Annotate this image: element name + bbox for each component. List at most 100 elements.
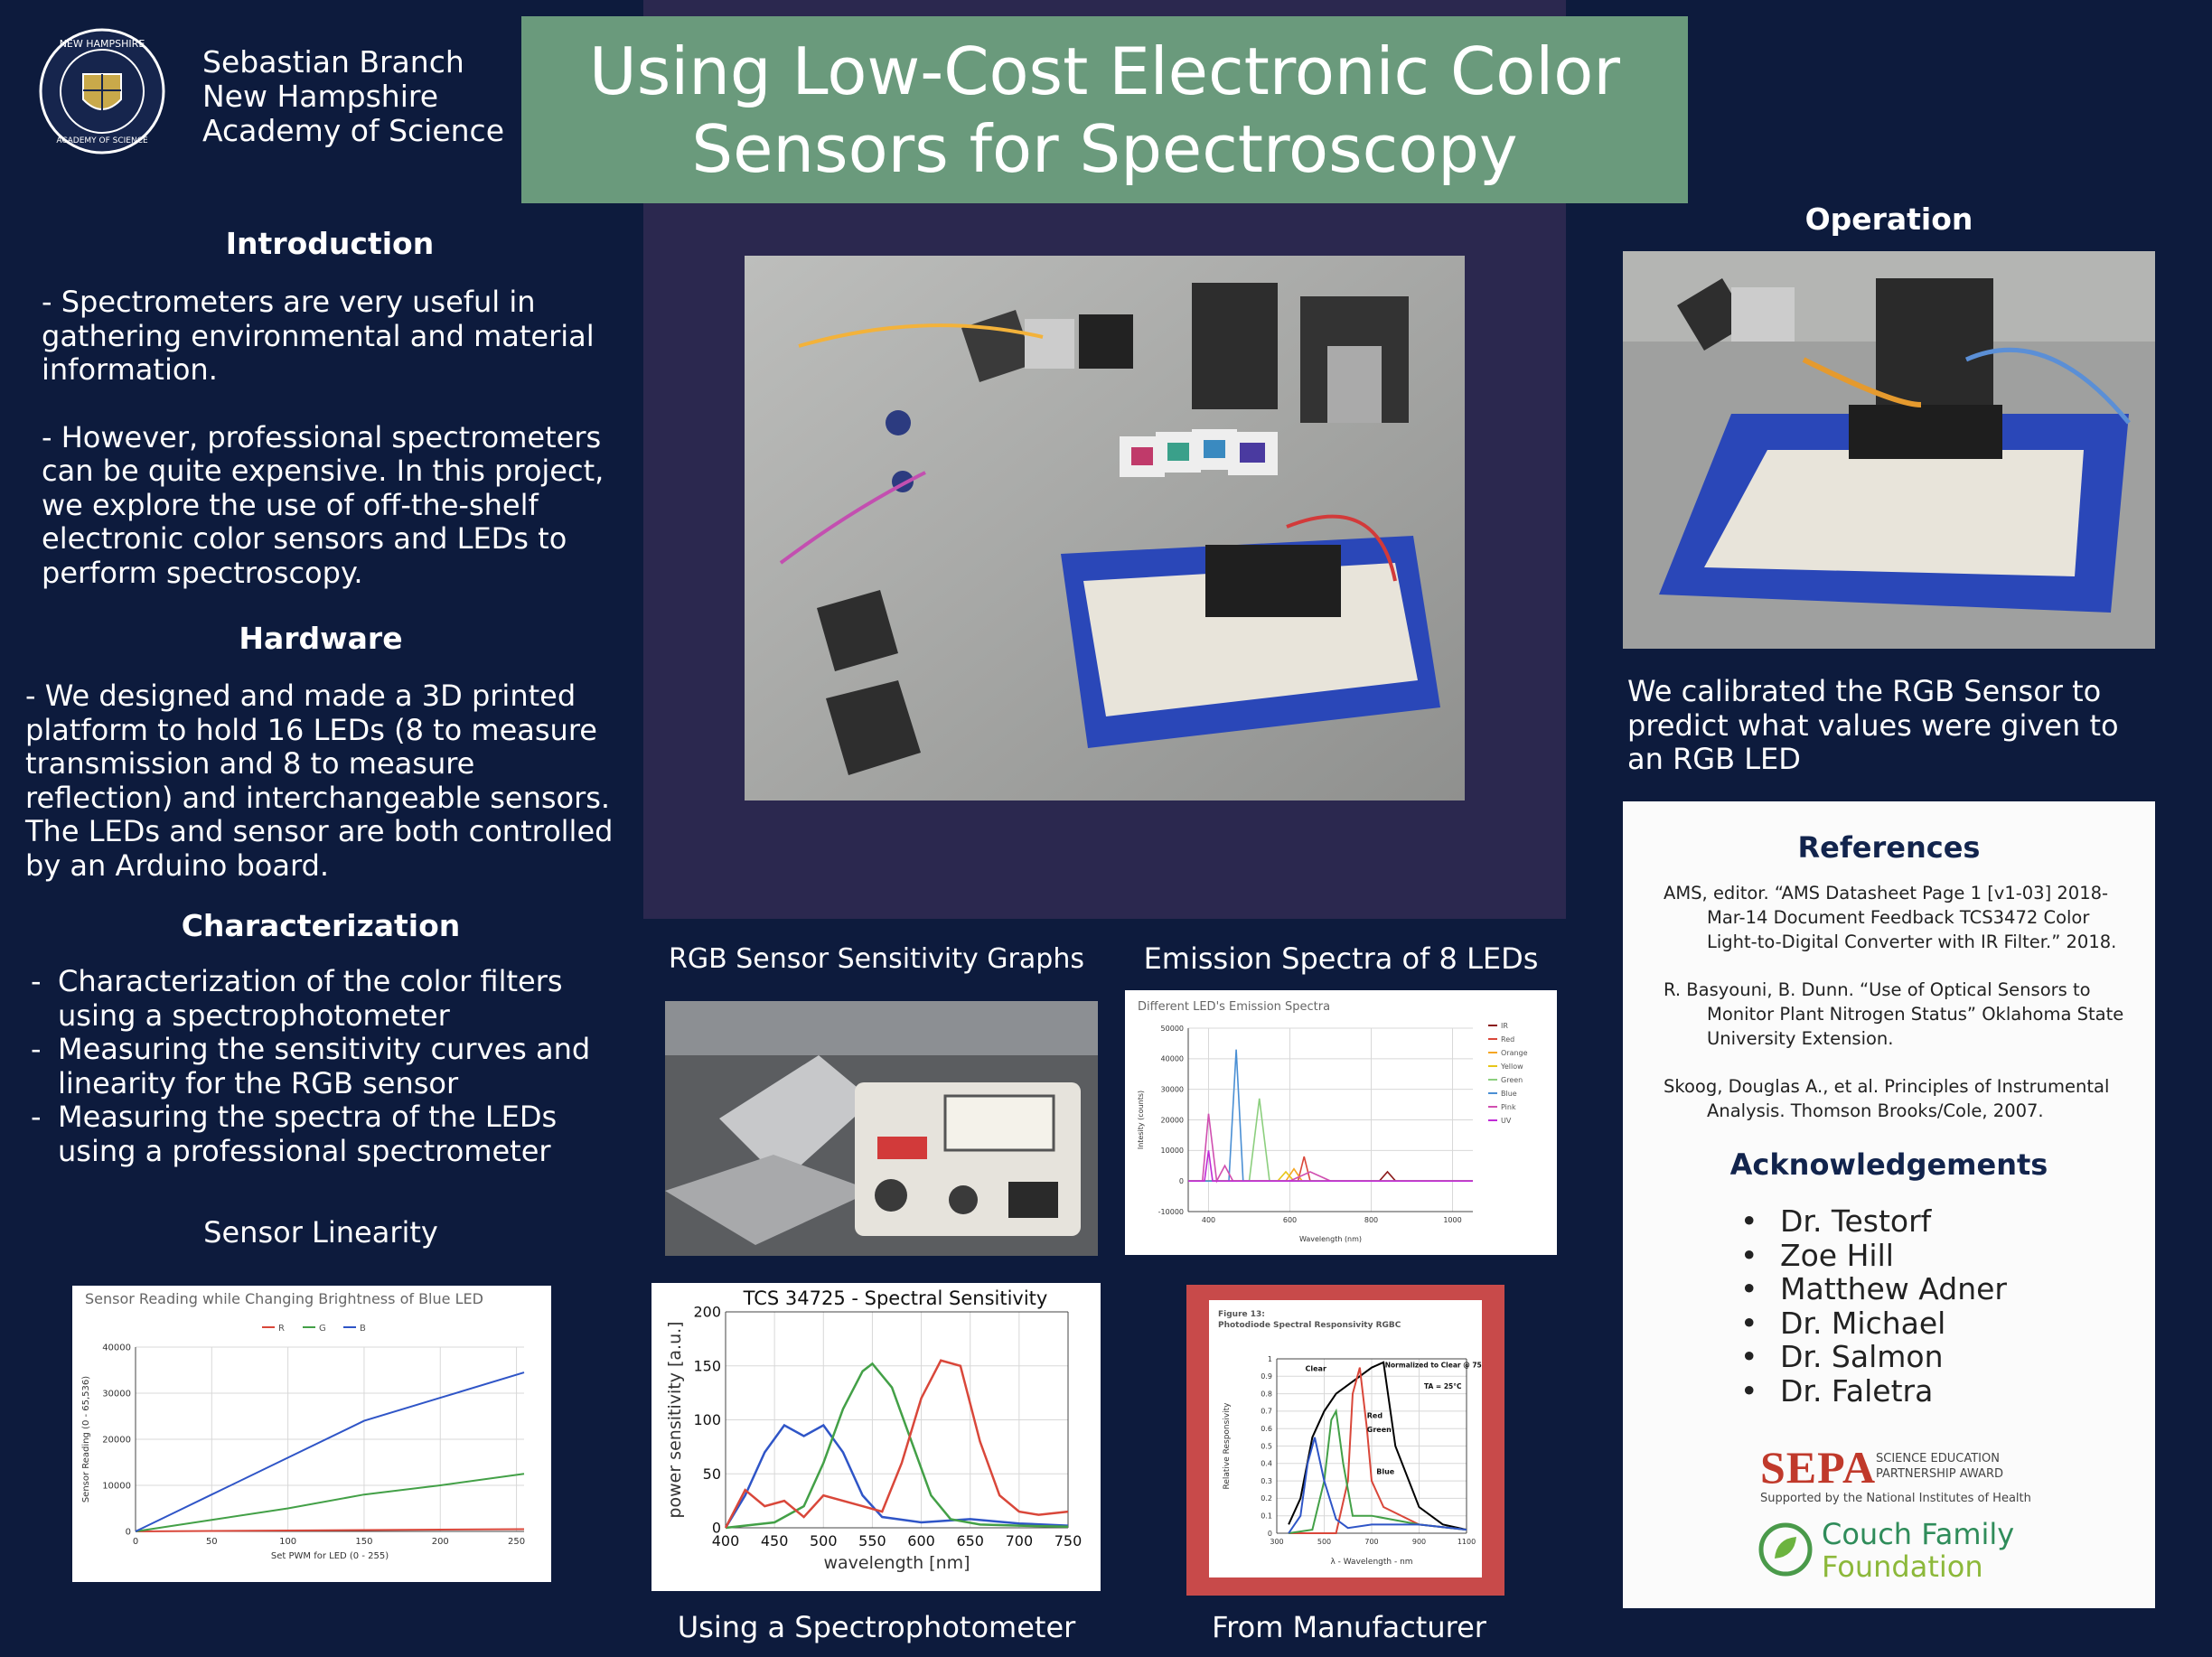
annotation-clear: Clear — [1306, 1365, 1326, 1373]
legend-label: Red — [1501, 1035, 1514, 1044]
introduction-text: - Spectrometers are very useful in gathe… — [42, 285, 620, 590]
x-axis-label: wavelength [nm] — [823, 1553, 970, 1573]
leaf-icon — [1758, 1522, 1813, 1577]
x-tick-label: 800 — [1364, 1216, 1378, 1224]
acknowledgement-item: Dr. Faletra — [1728, 1373, 2125, 1409]
chart-title: TCS 34725 - Spectral Sensitivity — [743, 1287, 1048, 1309]
author-affiliation-line2: Academy of Science — [202, 113, 504, 148]
y-tick-label: 10000 — [102, 1482, 131, 1492]
series-line-pink — [1188, 1113, 1473, 1184]
series-line-b — [135, 1371, 525, 1532]
y-axis-label: Intesity (counts) — [1137, 1091, 1145, 1149]
series-line-clear — [1288, 1361, 1467, 1531]
y-tick-label: 0.2 — [1261, 1494, 1272, 1503]
rgb-graphs-caption: RGB Sensor Sensitivity Graphs — [669, 943, 1084, 975]
spectrophotometer-caption: Using a Spectrophotometer — [677, 1610, 1076, 1644]
x-tick-label: 1000 — [1443, 1216, 1461, 1224]
x-tick-label: 200 — [432, 1537, 449, 1547]
series-line-r — [135, 1528, 525, 1532]
x-axis-label: λ - Wavelength - nm — [1330, 1558, 1412, 1567]
sepa-wordmark: SEPA — [1760, 1442, 1877, 1493]
y-tick-label: 100 — [693, 1411, 721, 1428]
reference-item: R. Basyouni, B. Dunn. “Use of Optical Se… — [1664, 979, 2124, 1049]
author-affiliation-line1: New Hampshire — [202, 79, 439, 114]
series-line-red — [1289, 1367, 1467, 1534]
legend-label: UV — [1501, 1117, 1512, 1125]
tcs-sensitivity-chart: 0 50 100 150 200 400 450 500 550 600 650 700 750 TCS … — [651, 1283, 1101, 1591]
y-tick-label: 40000 — [1161, 1055, 1184, 1063]
legend-label: Orange — [1501, 1049, 1528, 1057]
x-tick-label: 500 — [1317, 1538, 1331, 1546]
y-tick-label: 0 — [712, 1520, 721, 1537]
series-line-curve — [724, 1359, 1069, 1529]
chart-title: Sensor Reading while Changing Brightness… — [85, 1290, 483, 1307]
chart-title: Photodiode Spectral Responsivity RGBC — [1218, 1321, 1401, 1330]
y-tick-label: 0.8 — [1261, 1390, 1272, 1398]
chart-title: Different LED's Emission Spectra — [1138, 1000, 1330, 1014]
introduction-heading: Introduction — [225, 226, 435, 261]
author-block: Sebastian Branch New Hampshire Academy o… — [202, 45, 504, 148]
title-banner: Using Low-Cost Electronic Color Sensors … — [521, 16, 1688, 203]
x-tick-label: 400 — [712, 1532, 740, 1549]
annotation-red: Red — [1367, 1412, 1383, 1420]
title-line-1: Using Low-Cost Electronic Color — [589, 33, 1620, 109]
legend-label: Blue — [1501, 1090, 1517, 1098]
x-tick-label: 250 — [508, 1537, 525, 1547]
hardware-heading: Hardware — [239, 621, 403, 656]
y-tick-label: 0 — [1268, 1530, 1272, 1538]
x-tick-label: 700 — [1364, 1538, 1378, 1546]
legend-label: Green — [1501, 1076, 1523, 1084]
y-tick-label: 50 — [703, 1465, 721, 1483]
figure-label: Figure 13: — [1218, 1310, 1265, 1319]
legend-label: R — [278, 1324, 285, 1334]
svg-text:ACADEMY OF SCIENCE: ACADEMY OF SCIENCE — [56, 136, 148, 145]
sensor-linearity-chart: 0 10000 20000 30000 40000 0 50 100 150 200 250 Sens… — [72, 1286, 551, 1582]
annotation-normalized: Normalized to Clear @ 755 nm — [1385, 1362, 1482, 1370]
x-tick-label: 650 — [956, 1532, 984, 1549]
sepa-logo: SEPA SCIENCE EDUCATION PARTNERSHIP AWARD… — [1760, 1442, 2031, 1506]
y-axis-label: power sensitivity [a.u.] — [665, 1321, 685, 1518]
manufacturer-caption: From Manufacturer — [1212, 1610, 1486, 1644]
title-line-2: Sensors for Spectroscopy — [691, 110, 1518, 187]
x-tick-label: 900 — [1412, 1538, 1426, 1546]
x-tick-label: 0 — [133, 1537, 138, 1547]
characterization-list: Characterization of the color filters us… — [27, 964, 614, 1168]
y-tick-label: 200 — [693, 1304, 721, 1321]
x-tick-label: 550 — [858, 1532, 886, 1549]
acknowledgement-item: Dr. Michael — [1728, 1306, 2125, 1341]
y-tick-label: 20000 — [1161, 1116, 1184, 1124]
references-list: AMS, editor. “AMS Datasheet Page 1 [v1-0… — [1664, 881, 2133, 1147]
emission-spectra-chart: -10000 0 10000 20000 30000 40000 50000 400 600 80… — [1125, 990, 1557, 1255]
author-name: Sebastian Branch — [202, 44, 464, 80]
series-line-orange — [1188, 1167, 1473, 1182]
x-tick-label: 150 — [355, 1537, 372, 1547]
couch-family-line2: Foundation — [1822, 1549, 1983, 1584]
x-tick-label: 500 — [810, 1532, 838, 1549]
legend-label: G — [319, 1324, 326, 1334]
hardware-text: - We designed and made a 3D printed plat… — [25, 679, 614, 883]
x-tick-label: 50 — [206, 1537, 218, 1547]
sepa-tagline-1: SCIENCE EDUCATION — [1876, 1452, 2000, 1465]
y-tick-label: 0.7 — [1261, 1408, 1272, 1416]
series-line-curve — [725, 1362, 1069, 1530]
y-tick-label: 0.5 — [1261, 1442, 1272, 1450]
y-tick-label: 0.4 — [1261, 1460, 1272, 1468]
y-tick-label: 30000 — [1161, 1085, 1184, 1093]
characterization-heading: Characterization — [181, 908, 461, 943]
series-line-blue — [1288, 1437, 1467, 1534]
characterization-item-2: Measuring the sensitivity curves and lin… — [27, 1032, 614, 1100]
x-axis-label: Wavelength (nm) — [1299, 1235, 1362, 1243]
academy-seal-icon: NEW HAMPSHIRE ACADEMY OF SCIENCE — [39, 28, 165, 154]
series-line-uv — [1188, 1150, 1473, 1182]
series-line-green — [1288, 1408, 1467, 1534]
y-tick-label: -10000 — [1158, 1208, 1184, 1216]
sepa-tagline-2: PARTNERSHIP AWARD — [1876, 1467, 2003, 1481]
y-axis-label: Relative Responsivity — [1223, 1402, 1232, 1490]
couch-family-line1: Couch Family — [1822, 1517, 2015, 1551]
x-tick-label: 1100 — [1457, 1538, 1476, 1546]
y-tick-label: 40000 — [102, 1343, 131, 1353]
manufacturer-chart: 0 0.1 0.2 0.3 0.4 0.5 0.6 0.7 0.8 0.9 1 300 500 700 90… — [1209, 1300, 1501, 1577]
y-tick-label: 0 — [126, 1528, 131, 1538]
acknowledgements-list: Dr. Testorf Zoe Hill Matthew Adner Dr. M… — [1728, 1204, 2125, 1408]
x-tick-label: 600 — [907, 1532, 935, 1549]
